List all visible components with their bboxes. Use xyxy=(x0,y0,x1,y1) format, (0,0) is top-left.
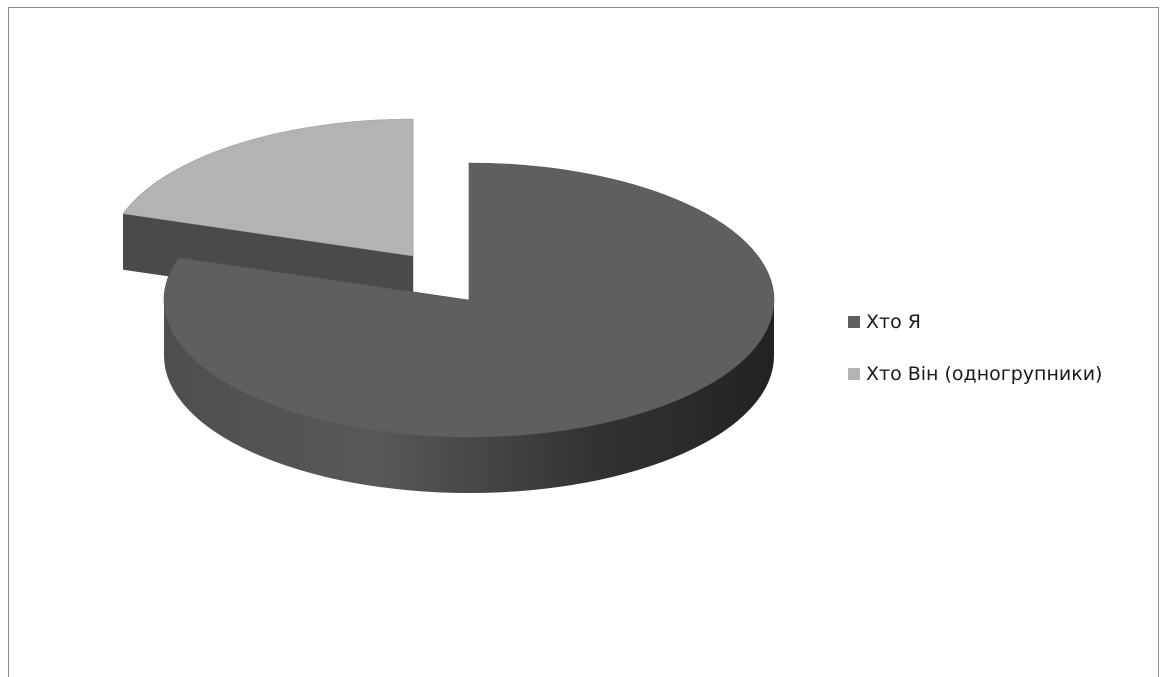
legend-swatch xyxy=(848,368,860,380)
legend: Хто Я Хто Він (одногрупники) xyxy=(848,306,1102,410)
legend-item: Хто Я xyxy=(848,306,1102,338)
legend-swatch xyxy=(848,316,860,328)
legend-label: Хто Я xyxy=(866,311,921,333)
legend-label: Хто Він (одногрупники) xyxy=(866,363,1103,385)
legend-item: Хто Він (одногрупники) xyxy=(848,358,1102,390)
pie-slice xyxy=(163,162,775,493)
